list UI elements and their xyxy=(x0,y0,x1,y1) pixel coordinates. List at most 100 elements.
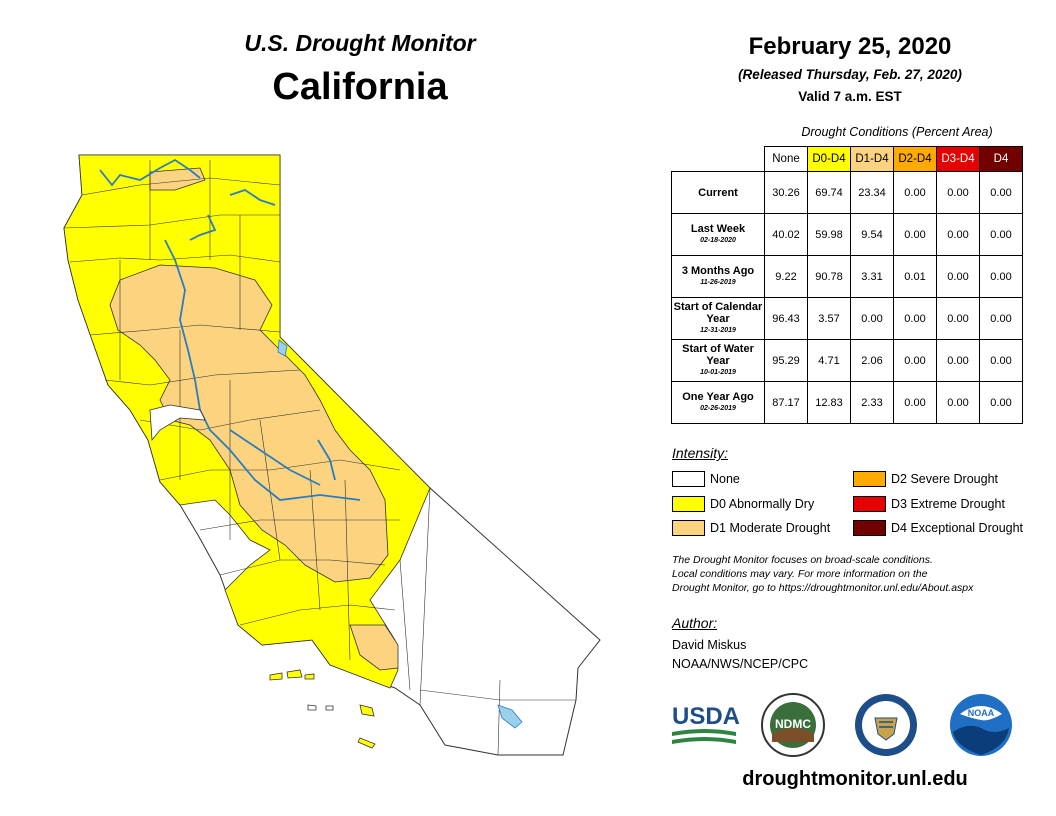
table-cell: 4.71 xyxy=(807,339,851,382)
legend-swatch xyxy=(853,520,886,536)
table-cell: 87.17 xyxy=(764,381,808,424)
legend-swatch xyxy=(853,471,886,487)
table-cell: 0.00 xyxy=(936,297,980,340)
table-cell: 0.00 xyxy=(893,213,937,256)
legend-swatch xyxy=(672,471,705,487)
legend-label: D1 Moderate Drought xyxy=(710,521,831,535)
table-cell: 0.01 xyxy=(893,255,937,298)
table-cell: 59.98 xyxy=(807,213,851,256)
legend-label: D0 Abnormally Dry xyxy=(710,497,815,511)
table-cell: 0.00 xyxy=(936,339,980,382)
row-label-text: Start of Water Year xyxy=(682,342,754,367)
note-line: The Drought Monitor focuses on broad-sca… xyxy=(672,554,933,566)
salton-sea xyxy=(497,704,523,729)
channel-islands xyxy=(269,669,376,749)
table-header-row: None D0-D4 D1-D4 D2-D4 D3-D4 D4 xyxy=(672,146,1023,172)
table-cell: 69.74 xyxy=(807,171,851,214)
table-cell: 3.57 xyxy=(807,297,851,340)
author-organization: NOAA/NWS/NCEP/CPC xyxy=(672,657,809,671)
table-cell: 0.00 xyxy=(893,171,937,214)
table-row: Current 30.26 69.74 23.34 0.00 0.00 0.00 xyxy=(671,171,1023,214)
table-row: Start of Calendar Year 12-31-2019 96.43 3.5… xyxy=(671,297,1023,340)
table-cell: 0.00 xyxy=(979,381,1023,424)
table-cell: 0.00 xyxy=(936,171,980,214)
table-cell: 95.29 xyxy=(764,339,808,382)
valid-time: Valid 7 a.m. EST xyxy=(798,89,902,104)
column-header: D1-D4 xyxy=(850,146,894,172)
usda-logo: USDA xyxy=(672,703,740,744)
table-cell: 90.78 xyxy=(807,255,851,298)
row-date: 12-31-2019 xyxy=(700,326,736,334)
noaa-logo-text: NOAA xyxy=(968,708,995,718)
table-row: One Year Ago 02-26-2019 87.17 12.83 2.33 0.00… xyxy=(671,381,1023,424)
table-cell: 0.00 xyxy=(936,213,980,256)
row-label-text: Start of Calendar Year xyxy=(673,300,763,325)
table-cell: 40.02 xyxy=(764,213,808,256)
legend-label: D4 Exceptional Drought xyxy=(891,521,1024,535)
table-cell: 96.43 xyxy=(764,297,808,340)
legend-label: D3 Extreme Drought xyxy=(891,497,1005,511)
county-lines xyxy=(63,160,576,756)
release-date: (Released Thursday, Feb. 27, 2020) xyxy=(738,67,962,82)
table-corner xyxy=(672,147,765,172)
table-cell: 23.34 xyxy=(850,171,894,214)
row-label: One Year Ago 02-26-2019 xyxy=(671,381,765,424)
table-cell: 9.54 xyxy=(850,213,894,256)
table-cell: 12.83 xyxy=(807,381,851,424)
table-row: Start of Water Year 10-01-2019 95.29 4.71 2.… xyxy=(671,339,1023,382)
legend-title: Intensity: xyxy=(672,445,729,461)
drought-conditions-table: None D0-D4 D1-D4 D2-D4 D3-D4 D4 Current 3… xyxy=(671,146,1023,424)
table-row: 3 Months Ago 11-26-2019 9.22 90.78 3.31 0.01 0… xyxy=(671,255,1023,298)
table-cell: 0.00 xyxy=(936,381,980,424)
table-cell: 9.22 xyxy=(764,255,808,298)
note-line: Local conditions may vary. For more info… xyxy=(672,568,928,580)
row-label: Last Week 02-18-2020 xyxy=(671,213,765,256)
table-cell: 2.33 xyxy=(850,381,894,424)
table-cell: 0.00 xyxy=(979,339,1023,382)
table-cell: 0.00 xyxy=(893,339,937,382)
ndmc-logo: NDMC xyxy=(761,693,825,757)
table-cell: 0.00 xyxy=(936,255,980,298)
legend-swatch xyxy=(672,496,705,512)
column-header: None xyxy=(764,146,808,172)
table-cell: 0.00 xyxy=(850,297,894,340)
table-cell: 0.00 xyxy=(979,297,1023,340)
column-header: D3-D4 xyxy=(936,146,980,172)
row-label: Start of Water Year 10-01-2019 xyxy=(671,339,765,382)
noaa-nws-seal xyxy=(855,694,917,756)
author-heading: Author: xyxy=(672,615,718,631)
table-cell: 0.00 xyxy=(979,171,1023,214)
author-name: David Miskus xyxy=(672,638,747,652)
san-francisco-bay xyxy=(149,404,206,442)
table-cell: 0.00 xyxy=(893,297,937,340)
noaa-logo: NOAA xyxy=(950,694,1012,756)
table-caption: Drought Conditions (Percent Area) xyxy=(801,125,993,139)
column-header: D0-D4 xyxy=(807,146,851,172)
d1-moderate-drought-south xyxy=(349,624,399,671)
row-date: 02-18-2020 xyxy=(700,236,736,244)
disclaimer-note: The Drought Monitor focuses on broad-sca… xyxy=(672,553,1052,595)
california-drought-map xyxy=(63,154,601,756)
website-url[interactable]: droughtmonitor.unl.edu xyxy=(742,768,968,790)
map-title: U.S. Drought Monitor xyxy=(244,30,476,56)
row-label-text: Last Week xyxy=(690,222,746,235)
table-cell: 3.31 xyxy=(850,255,894,298)
table-cell: 0.00 xyxy=(979,213,1023,256)
map-date: February 25, 2020 xyxy=(748,33,952,60)
row-date: 11-26-2019 xyxy=(700,278,736,286)
table-cell: 30.26 xyxy=(764,171,808,214)
row-date: 10-01-2019 xyxy=(700,368,736,376)
row-date: 02-26-2019 xyxy=(700,404,736,412)
column-header: D4 xyxy=(979,146,1023,172)
note-line: Drought Monitor, go to https://droughtmo… xyxy=(672,582,974,594)
table-cell: 0.00 xyxy=(893,381,937,424)
legend-swatch xyxy=(853,496,886,512)
table-row: Last Week 02-18-2020 40.02 59.98 9.54 0.00 0.0… xyxy=(671,213,1023,256)
table-cell: 0.00 xyxy=(979,255,1023,298)
row-label: Current xyxy=(671,171,765,214)
table-cell: 2.06 xyxy=(850,339,894,382)
ndmc-logo-text: NDMC xyxy=(775,717,811,731)
row-label: Start of Calendar Year 12-31-2019 xyxy=(671,297,765,340)
usda-logo-text: USDA xyxy=(672,703,740,730)
column-header: D2-D4 xyxy=(893,146,937,172)
